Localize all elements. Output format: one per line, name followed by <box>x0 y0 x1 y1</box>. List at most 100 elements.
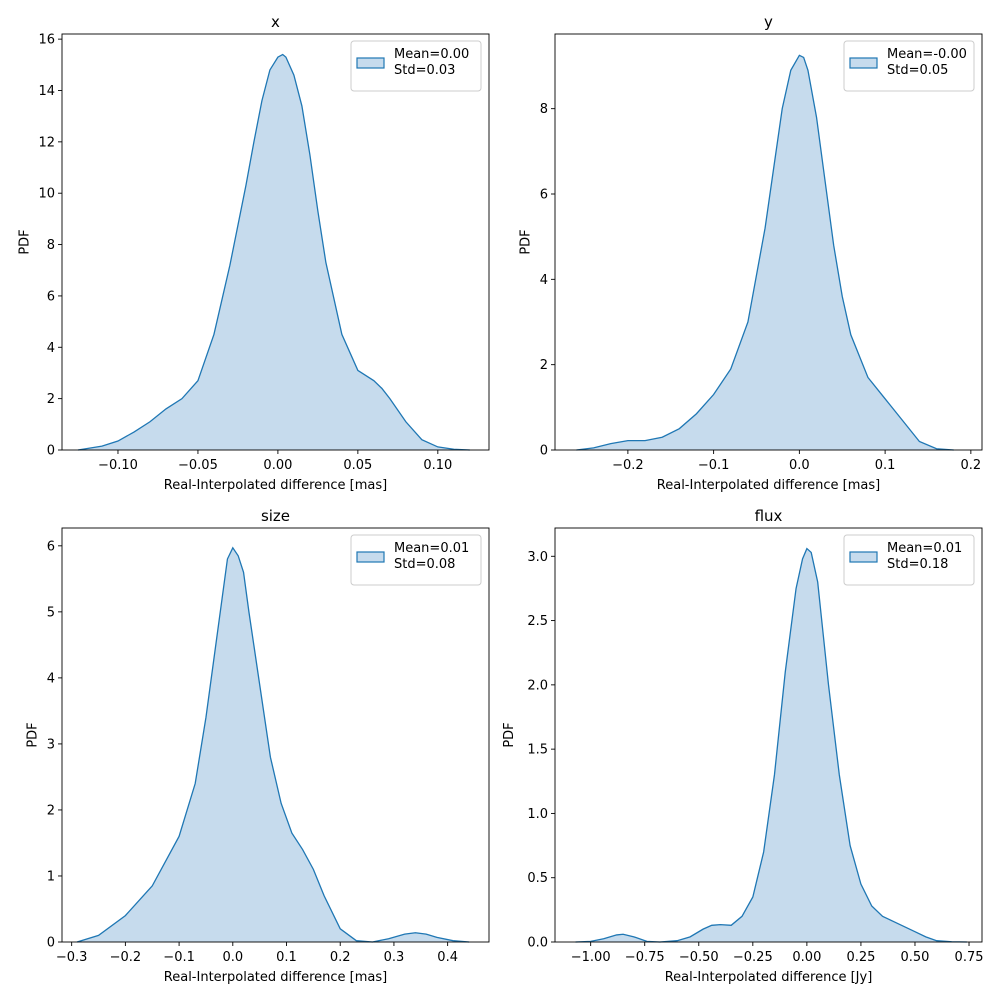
x-tick-label: 0.2 <box>330 950 351 965</box>
y-tick-label: 0.5 <box>527 871 548 886</box>
subplot-size: −0.3 −0.2 −0.1 0.0 0.1 0.2 0.3 0.4 0 1 2 3 4 5 6 size Re… <box>26 507 490 985</box>
density-line <box>77 53 470 451</box>
x-tick-label: 0.75 <box>955 950 984 965</box>
y-tick-label: 6 <box>47 289 55 304</box>
x-tick-label: 0.05 <box>343 458 372 473</box>
x-tick-label: 0.0 <box>789 458 810 473</box>
x-tick-label: 0.50 <box>901 950 930 965</box>
legend-entry: Mean=0.00 <box>394 47 469 62</box>
legend-entry: Mean=-0.00 <box>887 47 967 62</box>
y-tick-label: 0.0 <box>527 936 548 951</box>
subplot-title: y <box>764 13 773 31</box>
legend-box <box>350 40 482 92</box>
density-area <box>575 548 967 942</box>
subplot-title: size <box>261 507 290 525</box>
density-area <box>576 55 954 450</box>
y-tick-label: 14 <box>38 84 55 99</box>
legend-entry: Mean=0.01 <box>394 541 469 556</box>
y-tick-label: 2 <box>47 803 55 818</box>
legend-entry: Std=0.03 <box>394 63 455 78</box>
density-line <box>575 547 967 943</box>
x-tick-label: 0.3 <box>384 950 405 965</box>
y-tick-label: 8 <box>47 238 55 253</box>
x-tick-label: −0.75 <box>625 950 665 965</box>
y-tick-label: 2 <box>540 358 548 373</box>
x-tick-label: −0.50 <box>679 950 719 965</box>
legend-entry: Std=0.08 <box>394 557 455 572</box>
legend-swatch <box>849 57 878 69</box>
x-axis-label: Real-Interpolated difference [mas] <box>164 970 387 985</box>
legend-box <box>843 534 975 586</box>
y-tick-label: 0 <box>47 936 55 951</box>
legend-entry: Std=0.05 <box>887 63 948 78</box>
y-tick-label: 2.0 <box>527 678 548 693</box>
x-tick-label: 0.10 <box>423 458 452 473</box>
x-tick-label: −0.05 <box>178 458 218 473</box>
x-axis-label: Real-Interpolated difference [mas] <box>164 478 387 493</box>
y-tick-label: 5 <box>47 605 55 620</box>
x-tick-label: 0.1 <box>276 950 297 965</box>
y-tick-label: 3 <box>47 737 55 752</box>
x-tick-label: 0.1 <box>875 458 896 473</box>
legend-entry: Mean=0.01 <box>887 541 962 556</box>
y-tick-label: 6 <box>47 539 55 554</box>
axes-frame <box>554 33 983 451</box>
y-tick-label: 4 <box>540 273 548 288</box>
x-tick-label: 0.00 <box>792 950 821 965</box>
y-tick-label: 1 <box>47 869 55 884</box>
y-axis-label: PDF <box>502 722 517 747</box>
legend-box <box>350 534 482 586</box>
subplot-title: x <box>271 13 280 31</box>
subplot-flux: −1.00 −0.75 −0.50 −0.25 0.00 0.25 0.50 0.75 0.0 0… <box>502 507 983 985</box>
y-tick-label: 0 <box>47 444 55 459</box>
axes-frame <box>61 33 490 451</box>
axes-frame <box>554 527 983 943</box>
y-tick-label: 1.5 <box>527 743 548 758</box>
x-axis-label: Real-Interpolated difference [Jy] <box>665 970 873 985</box>
y-tick-label: 4 <box>47 341 55 356</box>
x-tick-label: 0.4 <box>437 950 458 965</box>
x-tick-label: 0.25 <box>846 950 875 965</box>
axes-frame <box>61 527 490 943</box>
density-area <box>77 547 470 942</box>
x-tick-label: −0.3 <box>56 950 88 965</box>
density-line <box>76 546 470 943</box>
y-tick-label: 2.5 <box>527 614 548 629</box>
x-tick-label: 0.0 <box>222 950 243 965</box>
y-tick-label: 2 <box>47 392 55 407</box>
legend-entry: Std=0.18 <box>887 557 948 572</box>
x-tick-label: −1.00 <box>571 950 611 965</box>
x-tick-label: −0.2 <box>110 950 142 965</box>
x-tick-label: −0.25 <box>733 950 773 965</box>
y-tick-label: 1.0 <box>527 807 548 822</box>
density-area <box>77 54 470 450</box>
y-tick-label: 0 <box>540 444 548 459</box>
y-tick-label: 6 <box>540 188 548 203</box>
x-tick-label: 0.2 <box>961 458 982 473</box>
y-tick-label: 12 <box>38 135 55 150</box>
y-tick-label: 8 <box>540 102 548 117</box>
x-tick-label: −0.1 <box>163 950 195 965</box>
subplot-y: −0.2 −0.1 0.0 0.1 0.2 0 2 4 6 8 y Real-Interpolated… <box>519 13 983 493</box>
y-tick-label: 16 <box>38 33 55 48</box>
x-axis-label: Real-Interpolated difference [mas] <box>657 478 880 493</box>
legend-swatch <box>849 551 878 563</box>
x-tick-label: −0.2 <box>612 458 644 473</box>
density-line <box>576 54 954 451</box>
subplot-title: flux <box>755 507 783 525</box>
y-axis-label: PDF <box>26 722 41 747</box>
x-tick-label: 0.00 <box>263 458 292 473</box>
y-tick-label: 10 <box>38 187 55 202</box>
legend-swatch <box>356 57 385 69</box>
legend-box <box>843 40 975 92</box>
y-tick-label: 3.0 <box>527 550 548 565</box>
legend-swatch <box>356 551 385 563</box>
y-axis-label: PDF <box>17 229 32 254</box>
panels: −0.10 −0.05 0.00 0.05 0.100246810121416xReal… <box>17 13 983 985</box>
y-axis-label: PDF <box>519 229 534 254</box>
y-tick-label: 4 <box>47 671 55 686</box>
subplot-x: −0.10 −0.05 0.00 0.05 0.10 0 2 4 6 8 10 12 14 16 x Real… <box>17 13 490 493</box>
